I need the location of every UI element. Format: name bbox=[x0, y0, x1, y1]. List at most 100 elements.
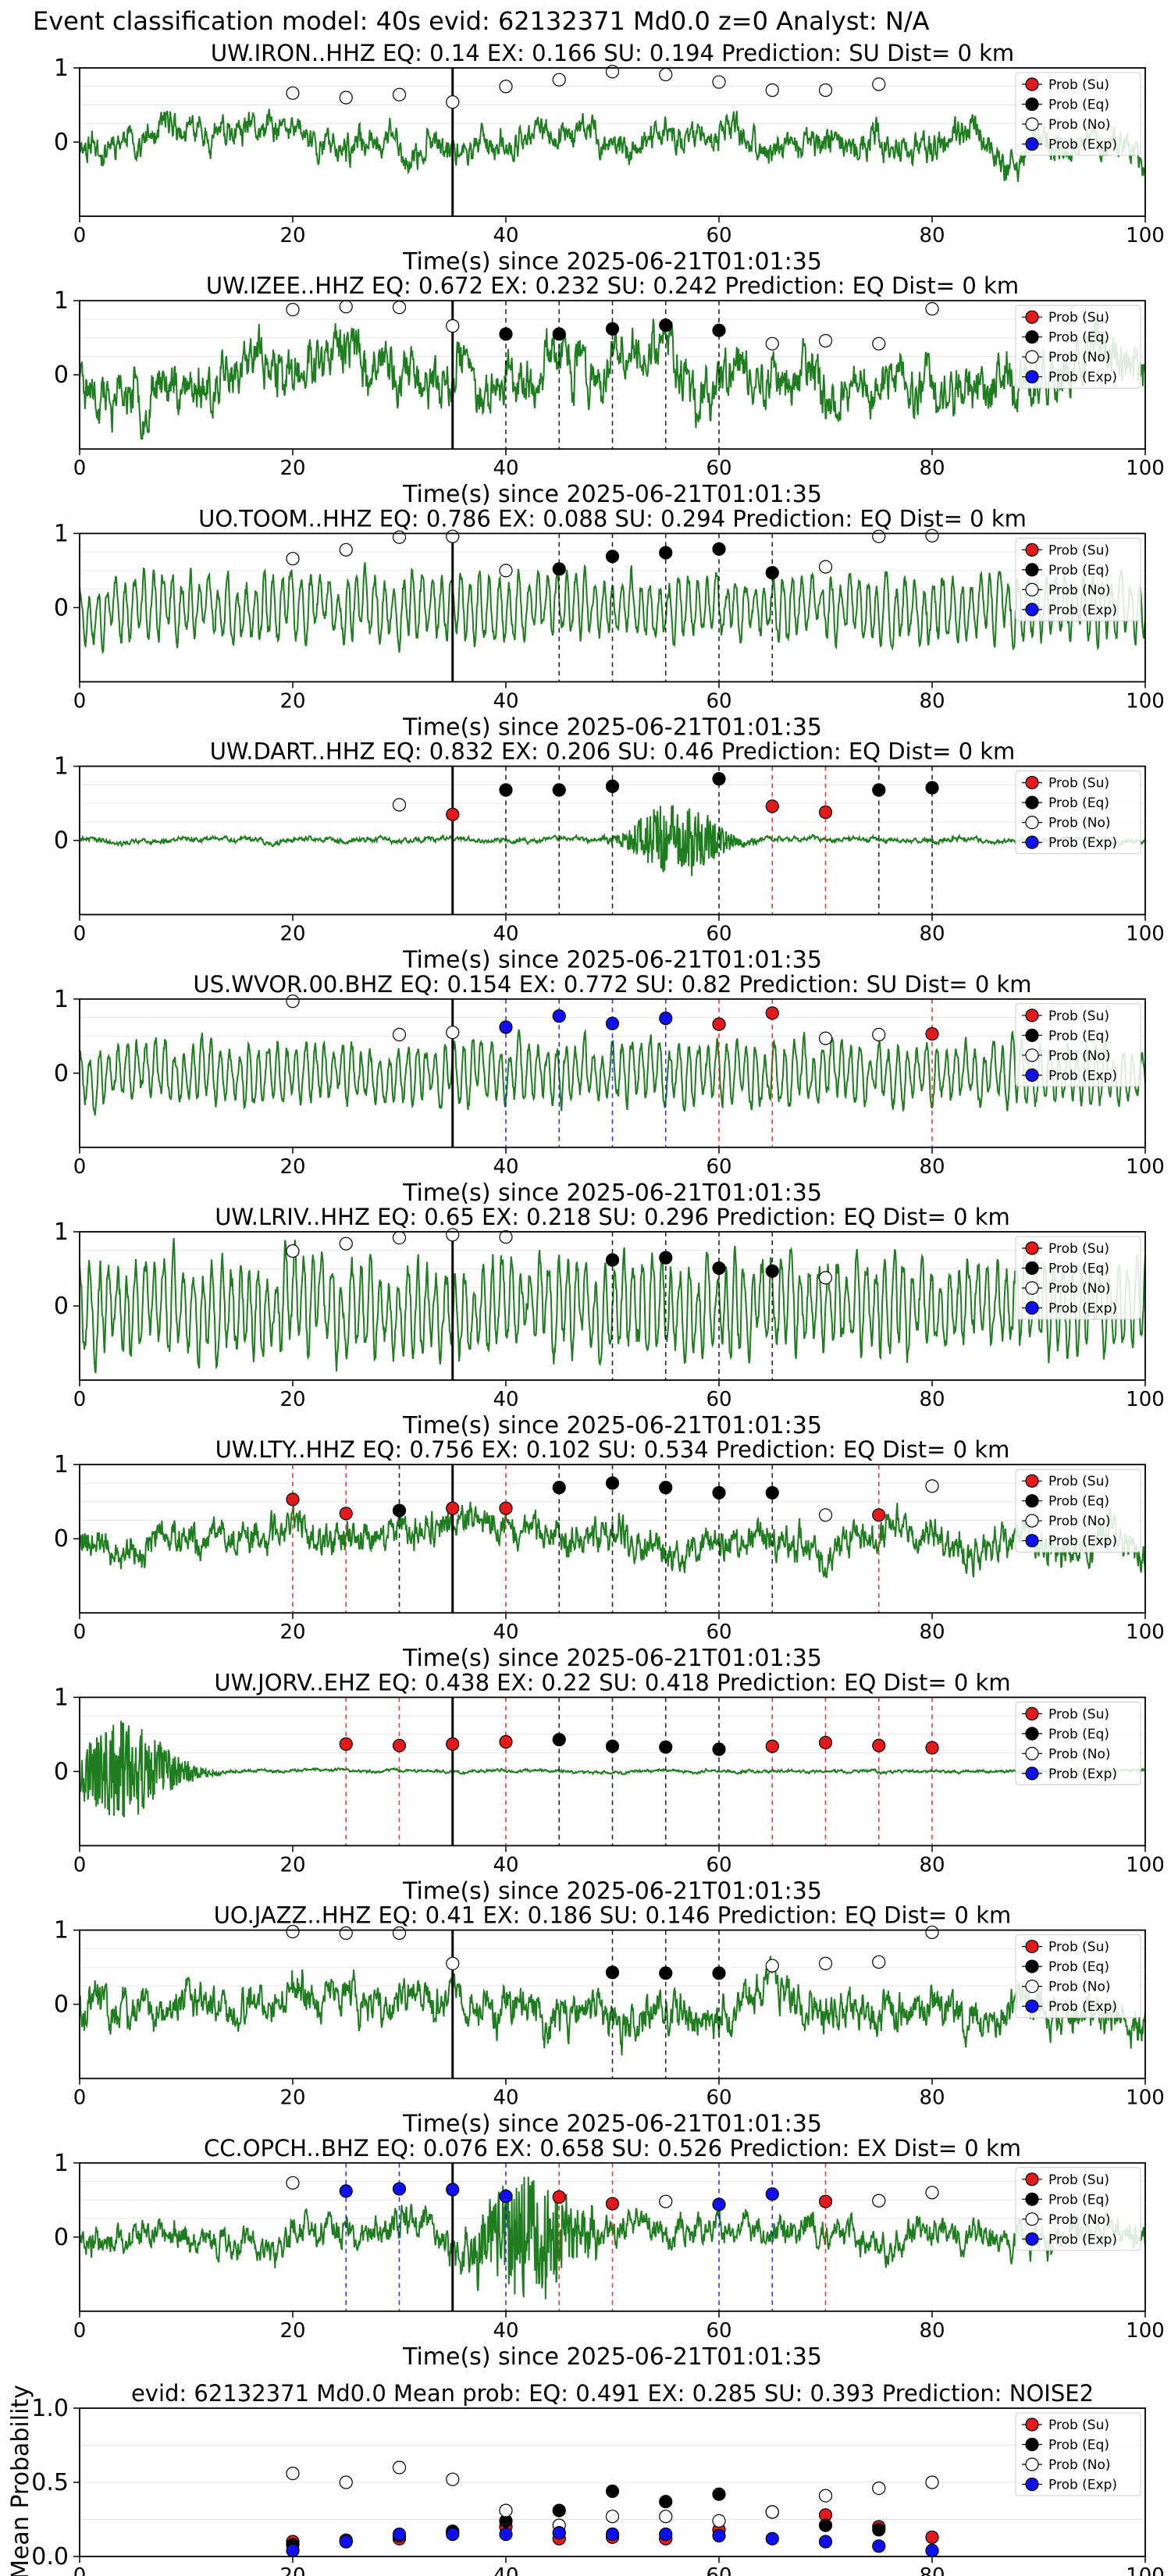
y-tick-label: 0 bbox=[54, 129, 69, 156]
legend-label: Prob (Eq) bbox=[1048, 1261, 1109, 1277]
x-tick-label: 100 bbox=[1126, 689, 1165, 713]
x-axis-label: Time(s) since 2025-06-21T01:01:35 bbox=[402, 947, 822, 974]
legend-label: Prob (Eq) bbox=[1048, 795, 1109, 811]
legend-marker bbox=[1025, 1706, 1039, 1720]
legend-label: Prob (Eq) bbox=[1048, 1727, 1109, 1742]
prob-marker bbox=[286, 303, 300, 317]
legend-label: Prob (Exp) bbox=[1048, 370, 1117, 386]
panel-title: UW.DART..HHZ EQ: 0.832 EX: 0.206 SU: 0.4… bbox=[210, 738, 1016, 765]
y-tick-label: 0 bbox=[54, 1060, 69, 1087]
legend-marker bbox=[1025, 1241, 1039, 1255]
y-tick-label: 0 bbox=[54, 594, 69, 621]
legend-box bbox=[1015, 1236, 1141, 1320]
legend-label: Prob (Su) bbox=[1048, 776, 1109, 792]
seismic-trace bbox=[80, 1501, 1145, 1578]
legend-label: Prob (Exp) bbox=[1048, 1301, 1117, 1317]
legend-marker bbox=[1025, 1281, 1039, 1295]
prob-marker bbox=[392, 301, 407, 315]
legend-marker bbox=[1025, 815, 1039, 830]
prob-marker bbox=[499, 1020, 513, 1034]
prob-marker bbox=[499, 783, 513, 797]
x-tick-label: 60 bbox=[706, 2319, 731, 2343]
prob-marker bbox=[446, 1228, 460, 1242]
x-tick-label: 80 bbox=[919, 923, 945, 946]
x-tick-label: 60 bbox=[706, 1621, 731, 1644]
legend-marker bbox=[1025, 2477, 1039, 2492]
legend-label: Prob (Eq) bbox=[1048, 1494, 1109, 1510]
prob-marker bbox=[552, 1009, 566, 1023]
seismic-trace bbox=[80, 805, 1145, 877]
x-tick-label: 40 bbox=[493, 1621, 518, 1644]
x-axis-label: Time(s) since 2025-06-21T01:01:35 bbox=[402, 248, 822, 276]
legend-label: Prob (Exp) bbox=[1048, 1068, 1117, 1083]
prob-marker bbox=[818, 333, 833, 348]
y-tick-label: 1 bbox=[54, 520, 69, 547]
legend-label: Prob (Exp) bbox=[1048, 835, 1117, 851]
prob-marker bbox=[872, 1027, 886, 1042]
legend-label: Prob (Su) bbox=[1048, 1706, 1109, 1722]
axes-frame bbox=[79, 2161, 1146, 2312]
axes-frame bbox=[79, 2407, 1146, 2557]
prob-marker bbox=[339, 91, 353, 105]
prob-marker bbox=[712, 772, 726, 786]
seismic-trace bbox=[80, 109, 1145, 183]
prob-marker bbox=[286, 1493, 300, 1507]
y-axis-label: Mean Probability bbox=[7, 2385, 34, 2576]
legend-box bbox=[1015, 1701, 1141, 1785]
prob-marker bbox=[925, 2186, 939, 2200]
prob-marker bbox=[925, 528, 939, 543]
mean-prob-marker bbox=[818, 2535, 833, 2549]
x-tick-label: 60 bbox=[706, 1155, 731, 1179]
panel-title: UW.JORV..EHZ EQ: 0.438 EX: 0.22 SU: 0.41… bbox=[214, 1669, 1010, 1695]
axes-frame bbox=[79, 998, 1146, 1148]
mean-prob-marker bbox=[872, 2539, 886, 2553]
legend-label: Prob (No) bbox=[1048, 2212, 1111, 2228]
legend-marker bbox=[1025, 1959, 1039, 1973]
y-tick-label: 0 bbox=[54, 1293, 69, 1320]
prob-marker bbox=[872, 783, 886, 797]
prob-marker bbox=[925, 1479, 939, 1493]
legend-box bbox=[1015, 304, 1141, 389]
prob-marker bbox=[818, 805, 833, 820]
legend-marker bbox=[1025, 1261, 1039, 1276]
x-tick-label: 0 bbox=[73, 457, 87, 480]
x-tick-label: 80 bbox=[919, 1388, 945, 1411]
legend-marker bbox=[1025, 795, 1039, 809]
prob-marker bbox=[659, 1011, 673, 1026]
legend-marker bbox=[1025, 2437, 1039, 2452]
prob-marker bbox=[818, 1956, 833, 1970]
x-tick-label: 20 bbox=[279, 1155, 305, 1179]
panel-title: UO.JAZZ..HHZ EQ: 0.41 EX: 0.186 SU: 0.14… bbox=[214, 1902, 1012, 1929]
legend-label: Prob (Eq) bbox=[1048, 2192, 1109, 2208]
mean-prob-marker bbox=[552, 2503, 566, 2517]
legend-label: Prob (No) bbox=[1048, 117, 1111, 133]
legend-label: Prob (Su) bbox=[1048, 1940, 1109, 1955]
y-tick-label: 1 bbox=[54, 1684, 69, 1711]
prob-marker bbox=[446, 807, 460, 821]
x-tick-label: 20 bbox=[279, 224, 305, 247]
prob-marker bbox=[446, 1956, 460, 1970]
x-tick-label: 40 bbox=[493, 224, 518, 247]
panel-7: UW.JORV..EHZ EQ: 0.438 EX: 0.22 SU: 0.41… bbox=[54, 1669, 1165, 1905]
prob-marker bbox=[392, 2182, 407, 2196]
prob-marker bbox=[605, 550, 620, 564]
legend-marker bbox=[1025, 775, 1039, 790]
prob-marker bbox=[605, 1476, 620, 1490]
mean-prob-marker bbox=[659, 2510, 673, 2524]
y-tick-label: 1 bbox=[54, 2150, 69, 2177]
y-tick-label: 1 bbox=[54, 1451, 69, 1478]
x-tick-label: 80 bbox=[919, 2564, 945, 2576]
prob-marker bbox=[286, 1924, 300, 1939]
legend-label: Prob (Su) bbox=[1048, 543, 1109, 558]
panel-plot-area bbox=[80, 2445, 1145, 2520]
y-tick-label: 1.0 bbox=[31, 2395, 69, 2422]
legend-label: Prob (No) bbox=[1048, 350, 1111, 365]
prob-marker bbox=[712, 323, 726, 337]
prob-marker bbox=[339, 2184, 353, 2198]
prob-marker bbox=[712, 1742, 726, 1756]
panel-6: UW.LTY..HHZ EQ: 0.756 EX: 0.102 SU: 0.53… bbox=[54, 1436, 1165, 1672]
x-tick-label: 100 bbox=[1126, 923, 1165, 946]
x-tick-label: 100 bbox=[1126, 2087, 1165, 2110]
prob-marker bbox=[765, 1485, 779, 1500]
legend-box bbox=[1015, 537, 1141, 621]
